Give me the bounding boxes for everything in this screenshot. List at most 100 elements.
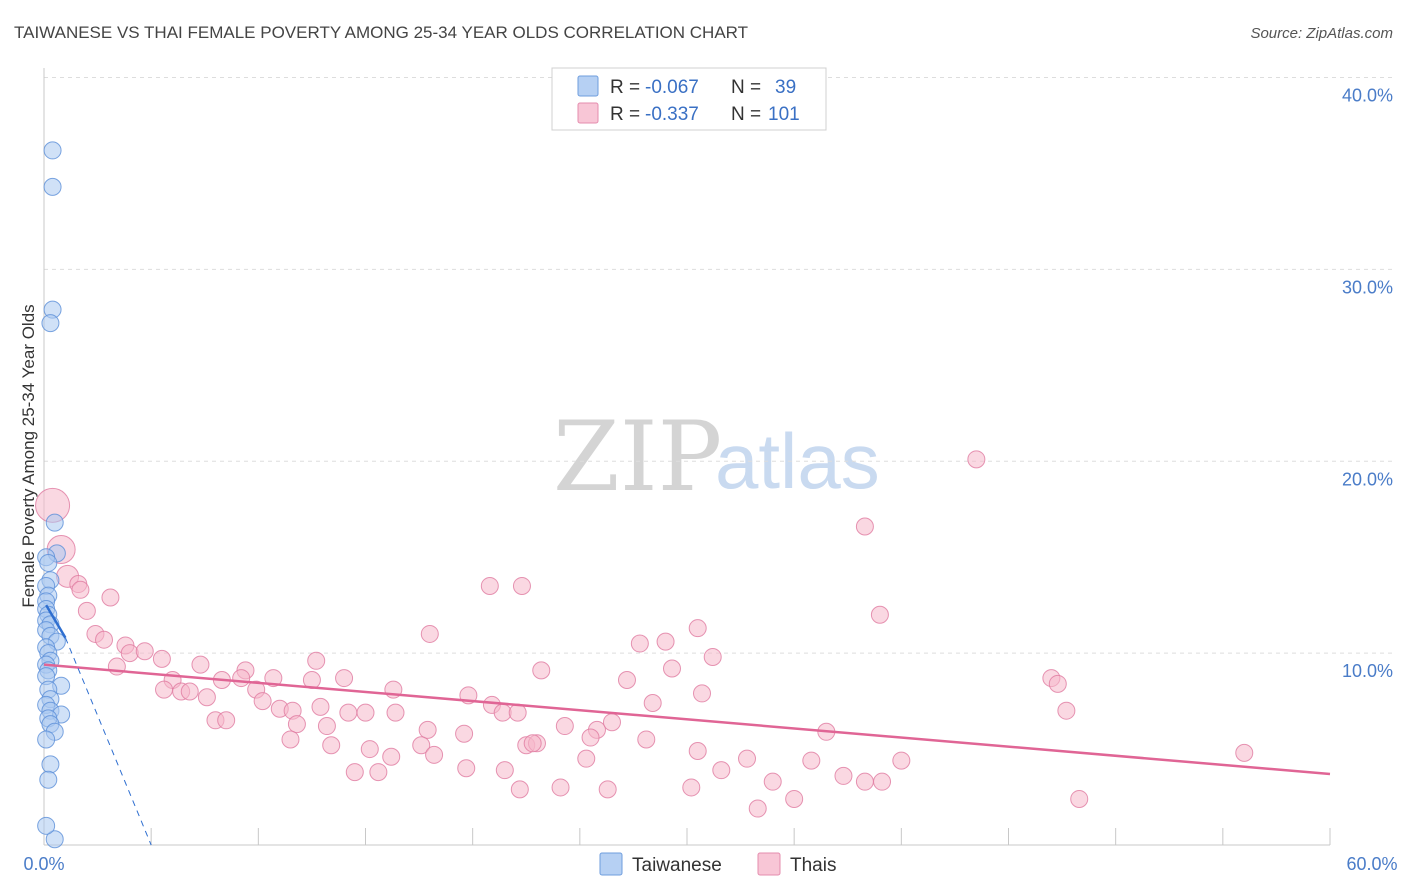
data-point-thais xyxy=(523,734,542,753)
source-label: Source: ZipAtlas.com xyxy=(1250,25,1393,42)
data-point-thais xyxy=(180,682,199,701)
data-point-thais xyxy=(95,630,114,649)
data-point-thais xyxy=(217,711,236,730)
data-point-thais xyxy=(643,694,662,713)
data-point-thais xyxy=(71,580,90,599)
data-point-thais xyxy=(420,624,439,643)
data-point-thais xyxy=(425,745,444,764)
watermark-zip: ZIP xyxy=(553,401,722,513)
bottom-legend-taiwanese: Taiwanese xyxy=(632,855,722,876)
data-point-thais xyxy=(322,736,341,755)
data-point-thais xyxy=(712,761,731,780)
data-point-thais xyxy=(412,736,431,755)
data-point-thais xyxy=(967,450,986,469)
data-point-thais xyxy=(688,619,707,638)
data-point-thais xyxy=(688,741,707,760)
data-point-thais xyxy=(682,778,701,797)
data-point-thais xyxy=(738,749,757,768)
data-point-thais xyxy=(120,644,139,663)
data-point-thais xyxy=(287,715,306,734)
data-point-thais xyxy=(598,780,617,799)
data-point-thais xyxy=(873,772,892,791)
legend-n-value-thais: 101 xyxy=(768,104,800,125)
data-point-thais xyxy=(335,669,354,688)
data-point-taiwanese xyxy=(37,816,56,835)
data-point-thais xyxy=(493,703,512,722)
data-point-taiwanese xyxy=(39,770,58,789)
data-point-thais xyxy=(418,720,437,739)
data-point-thais xyxy=(480,576,499,595)
data-point-thais xyxy=(155,680,174,699)
trendline-thais xyxy=(43,663,1331,776)
data-point-thais xyxy=(101,588,120,607)
x-ticks xyxy=(150,828,1331,845)
data-point-taiwanese xyxy=(37,730,56,749)
data-point-thais xyxy=(339,703,358,722)
data-point-thais xyxy=(802,751,821,770)
legend-n-label-taiwanese: N = xyxy=(731,77,761,98)
data-point-thais xyxy=(510,780,529,799)
data-point-thais xyxy=(1057,701,1076,720)
gridlines xyxy=(44,77,1392,654)
watermark: ZIP atlas xyxy=(553,401,880,513)
data-point-thais xyxy=(834,766,853,785)
data-point-thais xyxy=(264,669,283,688)
data-point-thais xyxy=(1070,789,1089,808)
data-point-thais xyxy=(455,724,474,743)
data-point-taiwanese xyxy=(41,314,60,333)
y-tick-label: 10.0% xyxy=(1342,661,1393,681)
chart-title: TAIWANESE VS THAI FEMALE POVERTY AMONG 2… xyxy=(14,23,748,42)
data-point-thais xyxy=(281,730,300,749)
data-point-thais xyxy=(232,669,251,688)
data-point-thais xyxy=(532,661,551,680)
legend-r-label-thais: R = xyxy=(610,104,640,125)
trendline-taiwanese-extension xyxy=(64,637,152,846)
data-point-thais xyxy=(617,670,636,689)
data-point-thais xyxy=(1048,674,1067,693)
data-point-thais xyxy=(77,601,96,620)
y-tick-labels: 10.0% 20.0% 30.0% 40.0% xyxy=(1342,86,1393,682)
x-tick-label-max: 60.0% xyxy=(1346,854,1397,874)
data-point-thais xyxy=(197,688,216,707)
legend-n-value-taiwanese: 39 xyxy=(775,77,796,98)
data-point-thais xyxy=(656,632,675,651)
y-tick-label: 40.0% xyxy=(1342,86,1393,106)
data-point-thais xyxy=(855,772,874,791)
data-point-thais xyxy=(785,789,804,808)
data-point-taiwanese xyxy=(43,177,62,196)
data-point-thais xyxy=(703,647,722,666)
data-point-thais xyxy=(152,649,171,668)
data-point-thais xyxy=(577,749,596,768)
data-point-thais xyxy=(317,717,336,736)
data-point-thais xyxy=(763,772,782,791)
data-point-thais xyxy=(345,763,364,782)
data-point-thais xyxy=(457,759,476,778)
legend-r-value-thais: -0.337 xyxy=(645,104,699,125)
data-point-thais xyxy=(551,778,570,797)
legend-r-label-taiwanese: R = xyxy=(610,77,640,98)
data-point-thais xyxy=(191,655,210,674)
data-point-thais xyxy=(693,684,712,703)
data-point-thais xyxy=(1235,743,1254,762)
legend-swatch-taiwanese xyxy=(577,75,599,97)
data-point-thais xyxy=(360,740,379,759)
data-point-thais xyxy=(135,642,154,661)
data-point-thais xyxy=(495,761,514,780)
legend-n-label-thais: N = xyxy=(731,104,761,125)
trendline-taiwanese xyxy=(45,604,67,639)
data-point-thais xyxy=(253,692,272,711)
data-point-thais xyxy=(637,730,656,749)
data-point-thais xyxy=(369,763,388,782)
data-point-thais xyxy=(602,713,621,732)
data-point-taiwanese xyxy=(45,513,64,532)
data-point-thais xyxy=(892,751,911,770)
data-point-thais xyxy=(870,605,889,624)
data-point-thais xyxy=(555,717,574,736)
data-point-thais xyxy=(581,728,600,747)
legend: R = -0.067 N = 39 R = -0.337 N = 101 xyxy=(551,67,827,131)
data-point-thais xyxy=(748,799,767,818)
y-tick-label: 20.0% xyxy=(1342,469,1393,489)
y-axis-label: Female Poverty Among 25-34 Year Olds xyxy=(19,304,38,607)
data-point-thais xyxy=(662,659,681,678)
legend-r-value-taiwanese: -0.067 xyxy=(645,77,699,98)
